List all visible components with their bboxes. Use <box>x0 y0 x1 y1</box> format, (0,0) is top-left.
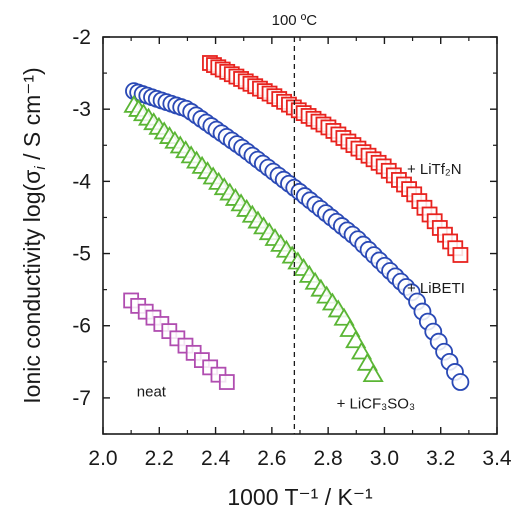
series-label: + LiCF₃SO₃ <box>337 396 416 413</box>
y-tick-label: -6 <box>72 315 91 338</box>
x-axis-title: 1000 T⁻¹ / K⁻¹ <box>227 484 373 510</box>
series-3: neat <box>123 292 235 400</box>
x-tick-label: 3.0 <box>370 447 399 470</box>
data-point <box>451 373 470 391</box>
data-point <box>350 341 373 360</box>
y-tick-label: -7 <box>72 387 91 410</box>
series-label: + LiTf₂N <box>407 161 462 178</box>
series-0: + LiTf₂N <box>202 55 469 263</box>
series-2: + LiCF₃SO₃ <box>123 94 416 413</box>
x-tick-label: 2.6 <box>257 447 286 470</box>
data-point <box>333 307 355 326</box>
x-tick-label: 3.2 <box>426 447 455 470</box>
data-point <box>362 364 384 383</box>
data-point <box>452 247 469 263</box>
x-tick-label: 2.4 <box>201 447 231 470</box>
data-point <box>345 330 367 349</box>
x-tick-label: 3.4 <box>482 447 512 470</box>
y-tick-label: -3 <box>72 98 91 121</box>
x-tick-label: 2.8 <box>314 447 343 470</box>
series-label: neat <box>137 383 167 400</box>
data-point <box>339 318 361 337</box>
y-axis-title: Ionic conductivity log(σi / S cm⁻¹) <box>19 67 49 403</box>
series-1: + LiBETI <box>125 82 470 391</box>
series-label: + LiBETI <box>407 280 465 297</box>
y-tick-label: -5 <box>72 243 91 266</box>
y-tick-label: -4 <box>72 170 91 193</box>
data-point <box>356 352 378 371</box>
reference-line-label: 100 ºC <box>272 12 318 29</box>
x-tick-label: 2.2 <box>145 447 174 470</box>
data-point <box>218 374 235 390</box>
y-tick-label: -2 <box>72 26 91 49</box>
x-tick-label: 2.0 <box>88 447 117 470</box>
